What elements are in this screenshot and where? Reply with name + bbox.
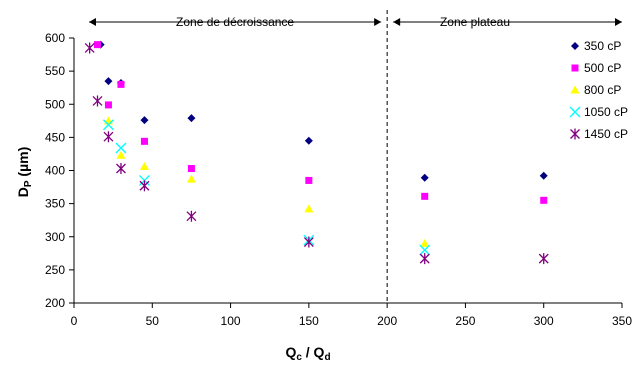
- y-tick-label: 500: [45, 97, 65, 111]
- x-tick-label: 0: [71, 314, 78, 328]
- series-1450-cp: [84, 42, 549, 265]
- x-axis: 0 50 100 150 200 250 300 350: [71, 303, 632, 328]
- data-point: [140, 137, 148, 145]
- data-point: [93, 41, 101, 49]
- right-zone-arrow-arrowhead-left: [393, 18, 401, 26]
- series-800-cp: [103, 116, 430, 247]
- x-tick-label: 350: [612, 314, 632, 328]
- legend-marker: [569, 106, 581, 118]
- x-tick-label: 250: [455, 314, 475, 328]
- right-zone-arrow-arrowhead-right: [615, 18, 622, 26]
- y-tick-label: 550: [45, 64, 65, 78]
- data-point: [304, 136, 313, 145]
- data-point: [92, 95, 103, 107]
- data-point: [539, 171, 548, 180]
- y-axis-title: DP (µm): [15, 147, 34, 198]
- legend-label: 500 cP: [584, 61, 621, 75]
- legend-marker: [570, 85, 580, 94]
- data-point: [419, 244, 431, 256]
- data-point: [139, 162, 149, 171]
- data-point: [305, 176, 313, 184]
- y-tick-label: 200: [45, 296, 65, 310]
- data-point: [103, 116, 113, 125]
- data-point: [419, 253, 430, 265]
- y-axis: 200 250 300 350 400 450 500 550 600: [45, 31, 74, 310]
- data-point: [116, 163, 126, 175]
- left-zone-arrow-arrowhead-left: [89, 18, 96, 26]
- data-point: [187, 165, 195, 173]
- data-point: [140, 116, 149, 125]
- x-tick-label: 200: [377, 314, 397, 328]
- y-tick-label: 600: [45, 31, 65, 45]
- data-point: [103, 131, 114, 143]
- y-tick-label: 450: [45, 130, 65, 144]
- data-point: [102, 119, 114, 131]
- legend-marker: [571, 42, 579, 50]
- data-point: [186, 174, 196, 183]
- data-point: [420, 173, 429, 182]
- data-point: [538, 253, 549, 265]
- legend-marker: [570, 128, 580, 140]
- data-point: [104, 77, 113, 86]
- y-tick-label: 250: [45, 263, 65, 277]
- zone-annotations: Zone de décroissance Zone plateau: [89, 10, 622, 303]
- x-tick-label: 100: [221, 314, 241, 328]
- series-350-cp: [96, 40, 548, 182]
- data-point: [186, 210, 197, 222]
- legend-marker: [571, 64, 579, 72]
- legend-label: 1050 cP: [584, 105, 628, 119]
- legend-label: 1450 cP: [584, 127, 628, 141]
- data-point: [104, 101, 112, 109]
- x-tick-label: 50: [146, 314, 160, 328]
- data-point: [420, 238, 430, 247]
- data-point: [421, 192, 429, 200]
- data-points: [84, 40, 549, 265]
- series-1050-cp: [102, 119, 431, 256]
- series-500-cp: [93, 41, 548, 204]
- data-point: [115, 142, 127, 154]
- data-point: [540, 196, 548, 204]
- data-point: [303, 236, 314, 248]
- y-tick-label: 400: [45, 164, 65, 178]
- data-point: [116, 150, 126, 159]
- y-tick-label: 300: [45, 230, 65, 244]
- legend: 350 cP 500 cP 800 cP 1050 cP 1450 cP: [569, 39, 628, 141]
- data-point: [187, 114, 196, 123]
- x-axis-title: Qc / Qd: [285, 344, 330, 363]
- data-point: [139, 180, 150, 192]
- x-tick-label: 300: [534, 314, 554, 328]
- y-tick-label: 350: [45, 197, 65, 211]
- data-point: [117, 80, 125, 88]
- x-tick-label: 150: [299, 314, 319, 328]
- data-point: [304, 204, 314, 213]
- left-zone-arrow-arrowhead-right: [374, 18, 382, 26]
- legend-label: 800 cP: [584, 83, 621, 97]
- legend-label: 350 cP: [584, 39, 621, 53]
- data-point: [84, 42, 95, 54]
